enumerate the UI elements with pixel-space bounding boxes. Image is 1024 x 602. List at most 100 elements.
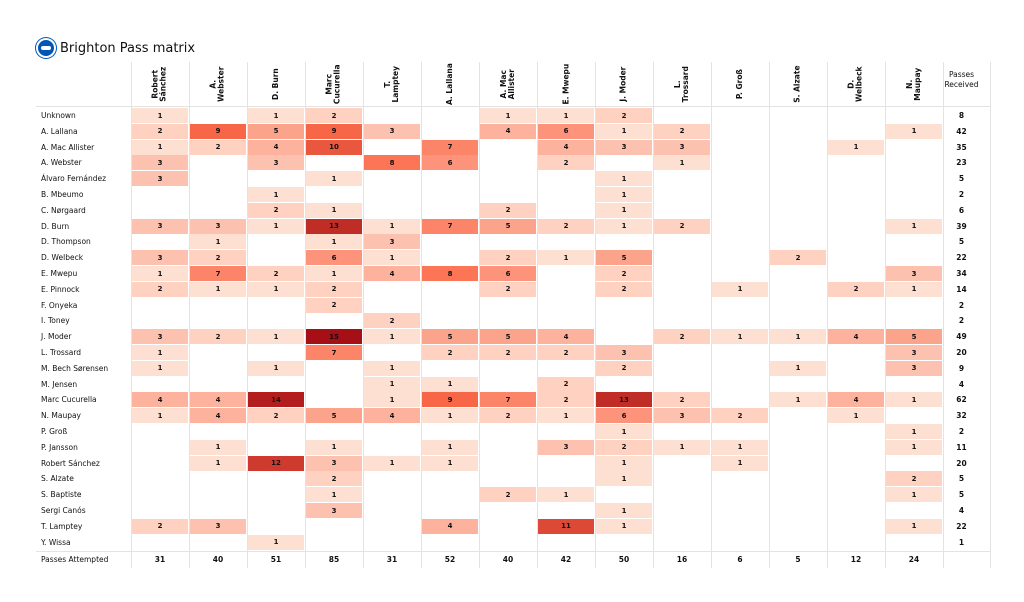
heatmap-cell: 4 [480,123,536,139]
row-label: J. Moder [41,332,72,342]
heatmap-cell: 2 [654,392,710,408]
heatmap-cell: 4 [364,408,420,424]
column-header-label: Marc Cucurella [324,64,342,104]
column-header-label: N. Maupay [904,67,922,101]
heatmap-cell: 1 [364,376,420,392]
heatmap-cell: 2 [480,281,536,297]
heatmap-cell: 2 [248,202,304,218]
passes-received-value: 2 [958,300,965,310]
heatmap-cell: 4 [248,139,304,155]
chart-title: Brighton Pass matrix [60,40,196,56]
heatmap-cell: 1 [596,503,652,518]
heatmap-cell: 2 [596,108,652,123]
row-label: M. Bech Sørensen [41,363,109,373]
heatmap-cell: 1 [886,439,942,455]
heatmap-cell: 1 [422,408,478,424]
heatmap-cell: 1 [538,250,594,266]
heatmap-cell: 1 [596,218,652,234]
passes-attempted-value: 85 [328,555,340,564]
column-header: D. Welbeck [827,62,885,106]
column-divider [479,62,480,568]
heatmap-cell: 1 [248,108,304,123]
heatmap-cell: 2 [132,123,188,139]
heatmap-cell: 3 [132,155,188,171]
heatmap-cell: 10 [306,139,362,155]
row-label: Sergi Canós [41,506,86,515]
heatmap-cell: 3 [654,139,710,155]
heatmap-cell: 2 [306,471,362,487]
heatmap-cell: 1 [306,171,362,187]
passes-received-header: Passes Received [944,70,979,90]
heatmap-cell: 7 [422,139,478,155]
heatmap-cell: 1 [712,439,768,455]
row-label: D. Welbeck [41,253,84,263]
heatmap-cell: 4 [190,392,246,408]
column-divider [827,62,828,568]
heatmap-cell: 1 [828,139,884,155]
passes-attempted-value: 6 [737,555,743,564]
heatmap-cell: 5 [596,250,652,266]
row-label: Marc Cucurella [41,395,97,405]
passes-attempted-value: 31 [154,555,166,564]
heatmap-cell: 1 [596,187,652,202]
heatmap-cell: 15 [306,329,362,345]
heatmap-cell: 6 [422,155,478,171]
heatmap-cell: 12 [248,455,304,471]
heatmap-cell: 1 [770,329,826,345]
heatmap-cell: 3 [306,503,362,518]
heatmap-cell: 1 [364,360,420,376]
passes-received-value: 39 [956,221,967,231]
heatmap-cell: 1 [538,108,594,123]
passes-attempted-value: 24 [908,555,920,564]
heatmap-cell: 1 [364,250,420,266]
passes-attempted-value: 12 [850,555,862,564]
row-label: Robert Sánchez [41,458,100,468]
heatmap-cell: 8 [422,266,478,281]
heatmap-cell: 1 [596,171,652,187]
heatmap-cell: 5 [306,408,362,424]
heatmap-cell: 2 [480,202,536,218]
heatmap-cell: 3 [132,171,188,187]
column-header-label: Robert Sánchez [150,66,168,102]
heatmap-cell: 1 [712,281,768,297]
heatmap-cell: 13 [306,218,362,234]
heatmap-cell: 4 [538,139,594,155]
row-label: E. Pinnock [41,284,80,294]
heatmap-cell: 4 [828,329,884,345]
row-label: A. Mac Allister [41,142,95,152]
heatmap-cell: 3 [886,360,942,376]
heatmap-cell: 2 [480,250,536,266]
heatmap-cell: 3 [132,329,188,345]
row-label: F. Onyeka [41,300,78,310]
passes-attempted-label: Passes Attempted [41,555,109,564]
heatmap-cell: 1 [886,281,942,297]
heatmap-cell: 2 [596,360,652,376]
heatmap-cell: 2 [364,313,420,329]
column-header-label: P. Groß [734,69,744,99]
column-header: Robert Sánchez [131,62,189,106]
passes-received-value: 5 [958,237,965,247]
heatmap-cell: 1 [306,202,362,218]
passes-received-value: 5 [958,174,965,184]
heatmap-cell: 1 [654,439,710,455]
column-divider [943,62,944,568]
passes-received-value: 32 [956,411,967,421]
row-label: D. Thompson [41,237,91,247]
heatmap-cell: 1 [248,187,304,202]
column-header-label: D. Burn [270,68,280,100]
heatmap-cell: 2 [306,108,362,123]
row-label: M. Jensen [41,379,78,389]
heatmap-cell: 3 [190,518,246,534]
column-divider [990,62,991,568]
row-label: Y. Wissa [41,537,71,547]
heatmap-cell: 1 [132,108,188,123]
column-header: D. Burn [247,62,305,106]
heatmap-cell: 1 [596,518,652,534]
passes-received-value: 2 [958,427,965,436]
column-divider [247,62,248,568]
heatmap-cell: 4 [538,329,594,345]
heatmap-cell: 2 [596,281,652,297]
heatmap-cell: 6 [306,250,362,266]
column-header-label: E. Mwepu [560,63,570,105]
column-divider [595,62,596,568]
